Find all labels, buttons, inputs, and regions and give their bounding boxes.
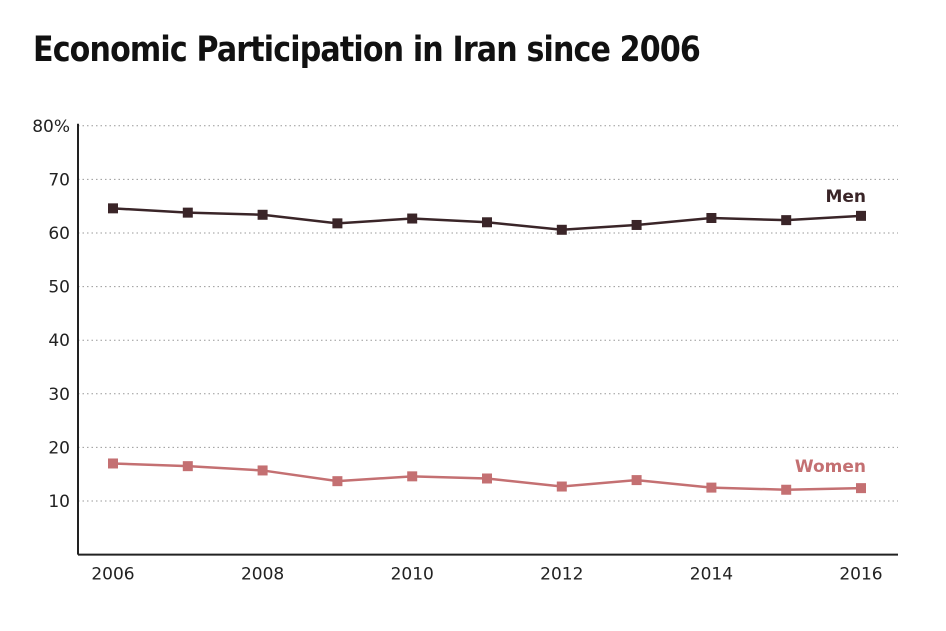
- data-point-women: [108, 458, 118, 469]
- series-label-men: Men: [825, 187, 866, 207]
- data-point-women: [781, 484, 792, 495]
- data-point-men: [706, 212, 717, 223]
- y-tick-label: 10: [48, 492, 70, 512]
- y-tick-label: 50: [48, 278, 70, 298]
- x-tick-label: 2006: [91, 565, 134, 585]
- y-tick-label: 40: [48, 331, 70, 351]
- y-tick-label: 30: [48, 385, 70, 405]
- data-point-women: [407, 471, 418, 482]
- data-point-men: [556, 224, 567, 235]
- data-point-women: [482, 473, 492, 484]
- y-tick-label: 60: [48, 224, 70, 244]
- data-point-men: [407, 213, 418, 224]
- data-point-women: [332, 476, 343, 487]
- data-point-men: [631, 219, 642, 230]
- data-point-men: [482, 217, 492, 228]
- data-point-women: [257, 465, 268, 476]
- x-tick-label: 2012: [540, 565, 583, 585]
- data-point-women: [182, 461, 193, 472]
- x-tick-label: 2010: [391, 565, 434, 585]
- data-point-men: [856, 210, 866, 221]
- data-point-women: [706, 482, 717, 493]
- data-point-men: [182, 207, 193, 218]
- data-point-men: [257, 209, 268, 220]
- x-tick-label: 2014: [690, 565, 733, 585]
- data-point-men: [781, 215, 792, 226]
- y-tick-label: 70: [48, 170, 70, 190]
- data-point-men: [108, 203, 118, 214]
- y-tick-label: 80%: [32, 117, 70, 137]
- data-point-women: [631, 475, 642, 486]
- chart-title: Economic Participation in Iran since 200…: [33, 30, 701, 70]
- series-label-women: Women: [795, 457, 866, 477]
- x-tick-label: 2016: [839, 565, 882, 585]
- y-tick-label: 20: [48, 438, 70, 458]
- data-point-men: [332, 218, 343, 229]
- data-point-women: [856, 483, 866, 494]
- data-point-women: [556, 481, 567, 492]
- x-tick-label: 2008: [241, 565, 284, 585]
